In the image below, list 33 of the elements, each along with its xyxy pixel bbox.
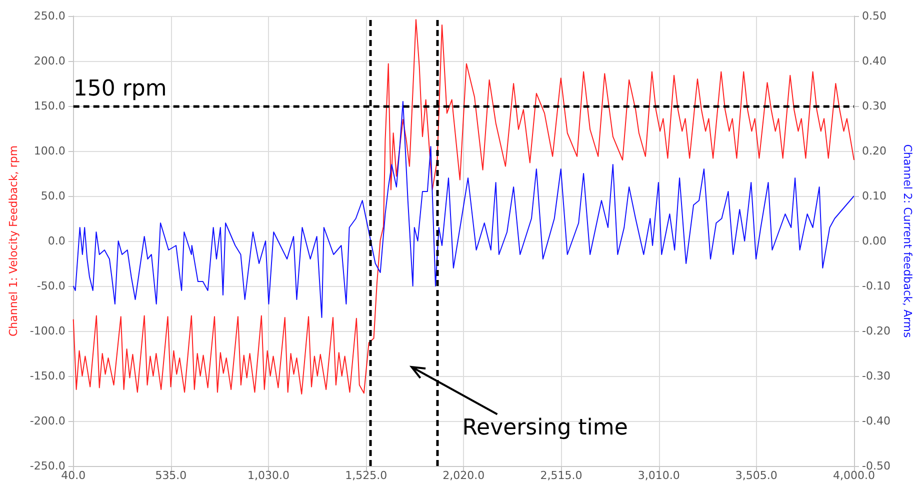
y-tick-label: -150.0 [30, 370, 66, 382]
x-tick-label: 2,515.0 [540, 469, 582, 482]
y2-tick-label: 0.50 [862, 10, 886, 22]
x-tick-label: 1,525.0 [345, 469, 388, 482]
annotation: Reversing time [462, 416, 628, 440]
y-tick-label: -200.0 [30, 414, 66, 428]
y-tick-label: 200.0 [34, 54, 66, 68]
x-tick-label: 3,505.0 [735, 469, 778, 482]
ref-line-label: 150 rpm [73, 76, 167, 102]
y2-tick-label: 0.20 [862, 144, 886, 158]
x-tick-label: 2,020.0 [442, 469, 485, 482]
y2-tick-label: -0.20 [862, 324, 890, 338]
y2-axis-title: Channel 2: Current feedback, Arms [901, 144, 914, 338]
y-axis-title: Channel 1: Velocity Feedback, rpm [7, 145, 20, 337]
y2-tick-label: 0.40 [862, 54, 886, 68]
line-series [72, 19, 854, 394]
y2-tick-label: -0.30 [862, 370, 890, 382]
y2-tick-label: 0.30 [862, 100, 886, 112]
y-tick-label: -100.0 [30, 324, 66, 338]
y-tick-label: 100.0 [34, 144, 66, 158]
y-tick-label: 50.0 [40, 190, 66, 202]
x-tick-label: 1,030.0 [248, 469, 290, 482]
y2-tick-label: 0.10 [862, 190, 886, 202]
y-tick-label: -50.0 [36, 280, 66, 292]
y-tick-label: 0.0 [48, 234, 66, 248]
y2-tick-label: 0.00 [862, 234, 886, 248]
x-tick-label: 535.0 [155, 469, 187, 482]
y2-tick-label: -0.10 [862, 280, 890, 292]
y-tick-label: 250.0 [34, 10, 66, 22]
x-tick-label: 3,010.0 [638, 469, 680, 482]
y2-tick-label: -0.40 [862, 414, 890, 428]
y-tick-label: 150.0 [34, 100, 66, 112]
line-series [72, 101, 854, 318]
